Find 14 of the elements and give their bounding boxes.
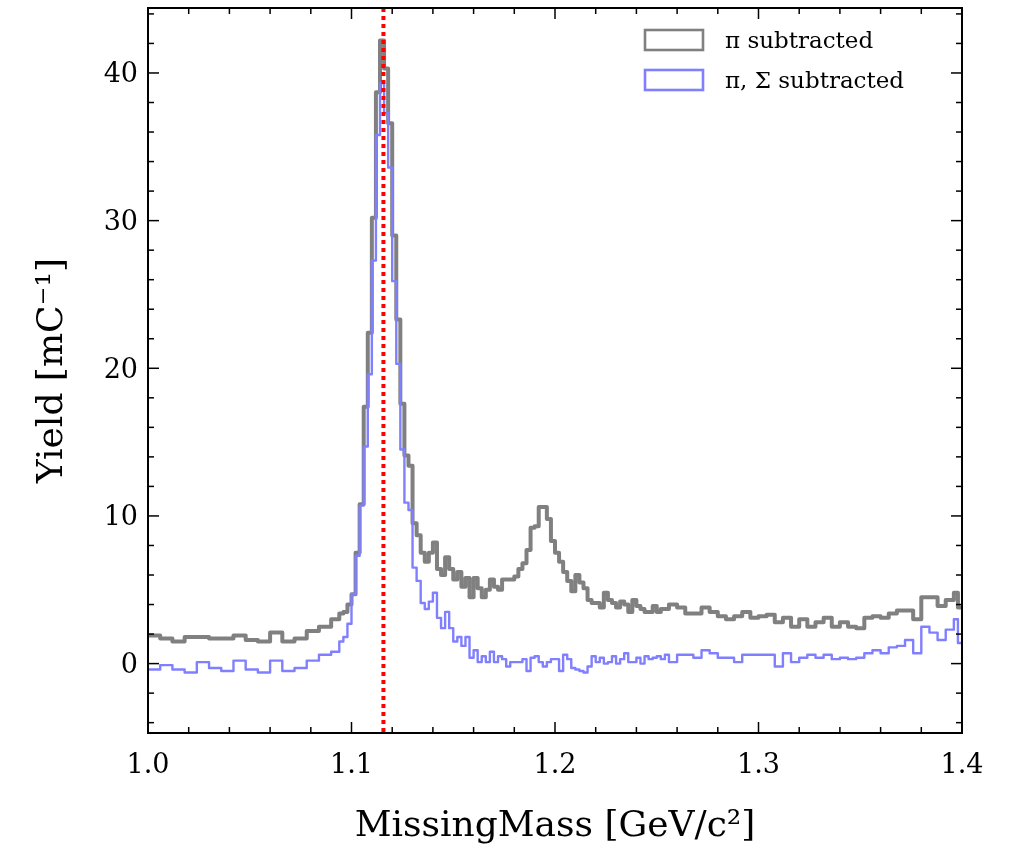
y-tick-label: 30 <box>103 205 138 237</box>
legend-label: π subtracted <box>725 27 874 54</box>
y-tick-label: 20 <box>103 352 138 384</box>
y-tick-label: 10 <box>103 500 138 532</box>
legend-label: π, Σ subtracted <box>725 67 905 94</box>
y-axis-title: Yield [mC⁻¹] <box>29 257 70 485</box>
x-tick-label: 1.3 <box>737 748 780 779</box>
x-tick-label: 1.0 <box>126 748 170 779</box>
x-tick-label: 1.4 <box>940 748 984 779</box>
y-tick-label: 0 <box>120 648 138 680</box>
x-tick-label: 1.1 <box>330 748 373 779</box>
x-axis-title: MissingMass [GeV/c²] <box>354 803 756 844</box>
x-tick-label: 1.2 <box>533 748 577 779</box>
y-tick-label: 40 <box>103 57 138 89</box>
